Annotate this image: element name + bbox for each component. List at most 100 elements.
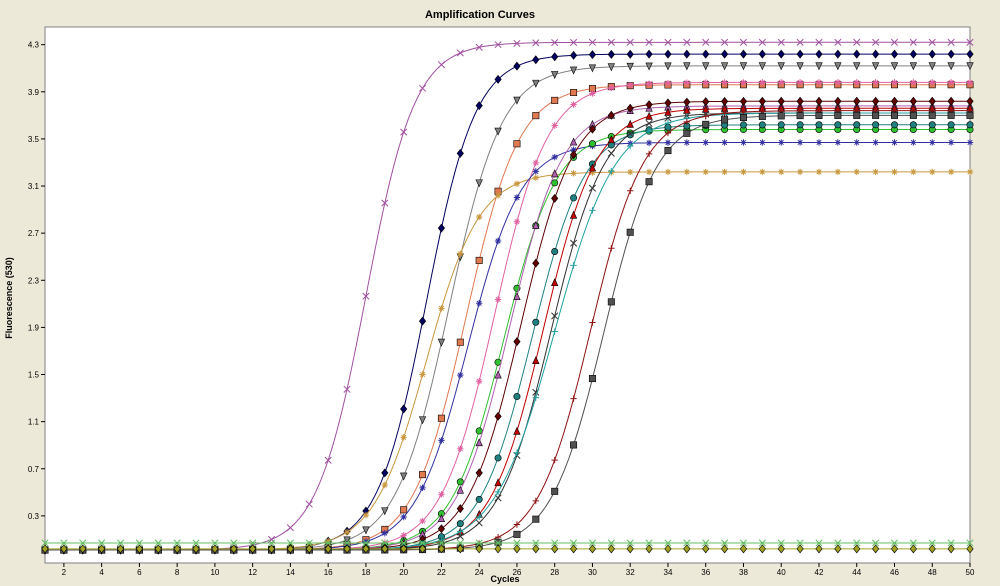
data-point [796,79,804,86]
data-point [872,139,879,146]
data-point [740,168,747,176]
data-point [645,178,653,186]
data-point [702,539,710,547]
data-point [456,478,464,486]
data-point [513,140,521,148]
data-point [947,62,955,71]
data-point [589,207,596,214]
y-tick-label: 0.7 [28,465,40,474]
data-point [758,49,766,59]
data-point [626,544,634,554]
data-point [947,79,955,86]
data-point [815,539,823,547]
data-point [853,168,860,176]
data-point [249,539,257,547]
data-point [966,168,974,176]
data-point [381,529,388,537]
data-point [437,61,445,69]
data-point [834,544,842,554]
data-point [400,539,408,547]
series-group [41,38,974,555]
data-point [362,544,370,554]
y-tick-label: 3.5 [28,135,40,144]
x-tick-label: 8 [175,568,180,577]
data-point [569,66,578,75]
data-point [721,38,729,46]
x-tick-label: 40 [777,568,786,577]
x-tick-label: 50 [966,568,975,577]
x-tick-label: 12 [248,568,257,577]
data-point [664,544,672,554]
data-point [305,544,313,554]
data-point [532,39,540,47]
data-point [475,378,483,385]
data-point [721,79,728,86]
data-point [513,218,521,225]
data-point [362,539,370,547]
data-point [664,168,672,176]
x-tick-label: 20 [399,568,408,577]
data-point [608,245,615,252]
data-point [872,544,880,554]
data-point [853,544,861,554]
data-point [721,116,729,124]
data-point [570,170,577,177]
data-point [645,139,653,147]
data-point [513,337,521,347]
data-point [267,544,276,554]
data-point [702,168,709,176]
data-point [456,338,464,346]
data-point [532,112,540,120]
data-point [607,298,615,306]
data-point [947,139,955,146]
data-point [645,544,653,554]
data-point [702,139,709,146]
data-point [627,168,634,176]
data-point [853,139,860,146]
data-point [777,544,785,554]
data-point [135,539,143,547]
data-point [815,38,823,46]
data-point [343,544,351,554]
data-point [475,539,483,547]
data-point [551,96,559,104]
data-point [853,539,861,547]
data-point [759,79,766,86]
y-tick-label: 0.3 [28,512,40,521]
data-point [815,168,823,176]
data-point [98,544,106,554]
data-point [494,488,502,496]
data-point [890,49,899,59]
data-point [928,544,936,554]
data-point [872,168,879,176]
data-point [513,393,521,401]
data-point [607,149,615,157]
data-point [626,539,634,547]
data-point [758,121,766,129]
data-point [456,148,464,158]
data-point [607,544,615,554]
data-point [570,146,577,153]
data-point [890,111,898,119]
data-point [551,38,559,47]
data-point [457,445,464,452]
data-point [607,38,615,46]
x-tick-label: 44 [852,568,861,577]
data-point [457,528,464,535]
x-tick-label: 26 [512,568,521,577]
x-tick-label: 10 [210,568,219,577]
data-point [588,544,597,554]
data-point [589,90,596,97]
data-point [532,318,540,326]
data-point [494,478,502,487]
data-point [116,539,125,547]
data-point [683,139,691,146]
data-point [608,84,615,92]
data-point [834,139,842,146]
y-tick-label: 1.1 [28,418,40,427]
data-point [966,539,974,547]
data-point [966,38,974,46]
data-point [438,491,445,498]
data-point [588,184,597,192]
